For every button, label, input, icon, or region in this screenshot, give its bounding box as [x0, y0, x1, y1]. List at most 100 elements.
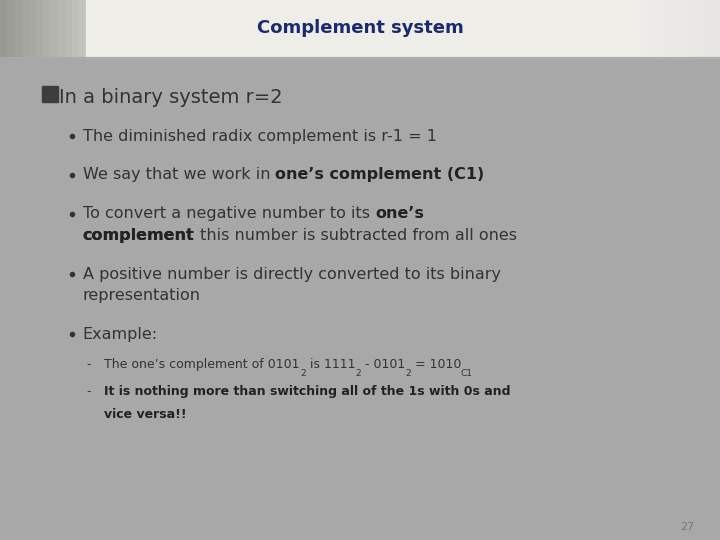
- Text: C1: C1: [461, 369, 473, 379]
- Text: It is nothing more than switching all of the 1s with 0s and: It is nothing more than switching all of…: [104, 384, 511, 397]
- Bar: [641, 0, 648, 57]
- Bar: [706, 0, 713, 57]
- Text: 2: 2: [355, 369, 361, 379]
- Bar: [158, 0, 166, 57]
- Text: - 0101: - 0101: [361, 357, 405, 370]
- Bar: [302, 0, 310, 57]
- Bar: [562, 0, 569, 57]
- Bar: [295, 0, 302, 57]
- Text: one’s: one’s: [375, 206, 424, 221]
- Bar: [29, 0, 36, 57]
- Bar: [439, 0, 446, 57]
- Bar: [288, 0, 295, 57]
- Bar: [86, 0, 94, 57]
- Bar: [684, 0, 691, 57]
- Bar: [223, 0, 230, 57]
- Bar: [22, 0, 29, 57]
- Bar: [634, 0, 641, 57]
- Bar: [360, 0, 367, 57]
- Bar: [266, 0, 274, 57]
- Bar: [151, 0, 158, 57]
- Text: representation: representation: [83, 288, 201, 303]
- Bar: [209, 0, 216, 57]
- Bar: [72, 0, 79, 57]
- Bar: [50, 0, 58, 57]
- Bar: [612, 0, 619, 57]
- Text: 2: 2: [300, 369, 305, 379]
- Bar: [655, 0, 662, 57]
- Bar: [540, 0, 547, 57]
- Bar: [526, 0, 533, 57]
- Bar: [432, 0, 439, 57]
- Bar: [367, 0, 374, 57]
- Bar: [310, 0, 317, 57]
- Text: To convert a negative number to its: To convert a negative number to its: [83, 206, 375, 221]
- Text: In a binary system r=2: In a binary system r=2: [59, 87, 283, 107]
- Bar: [490, 0, 497, 57]
- Bar: [374, 0, 382, 57]
- Bar: [518, 0, 526, 57]
- Text: is 1111: is 1111: [305, 357, 355, 370]
- Bar: [410, 0, 418, 57]
- Text: Example:: Example:: [83, 327, 158, 342]
- Bar: [626, 0, 634, 57]
- Bar: [259, 0, 266, 57]
- Bar: [173, 0, 180, 57]
- Bar: [58, 0, 65, 57]
- Text: 2: 2: [405, 369, 410, 379]
- Text: one’s complement (C1): one’s complement (C1): [276, 167, 485, 183]
- Bar: [137, 0, 144, 57]
- Bar: [353, 0, 360, 57]
- Bar: [554, 0, 562, 57]
- Bar: [281, 0, 288, 57]
- Bar: [36, 0, 43, 57]
- Bar: [166, 0, 173, 57]
- Bar: [7, 0, 14, 57]
- Bar: [245, 0, 252, 57]
- Bar: [180, 0, 187, 57]
- Bar: [670, 0, 677, 57]
- Text: complement: complement: [83, 228, 194, 242]
- Bar: [274, 0, 281, 57]
- Bar: [79, 0, 86, 57]
- Bar: [382, 0, 389, 57]
- Bar: [331, 0, 338, 57]
- Text: -: -: [86, 357, 91, 370]
- Bar: [569, 0, 576, 57]
- Bar: [475, 0, 482, 57]
- Bar: [468, 0, 475, 57]
- Text: The diminished radix complement is r-1 = 1: The diminished radix complement is r-1 =…: [83, 129, 437, 144]
- Bar: [122, 0, 130, 57]
- Bar: [14, 0, 22, 57]
- Bar: [511, 0, 518, 57]
- Bar: [317, 0, 324, 57]
- Bar: [461, 0, 468, 57]
- Bar: [43, 0, 50, 57]
- Bar: [482, 0, 490, 57]
- Bar: [252, 0, 259, 57]
- Bar: [144, 0, 151, 57]
- Text: this number is subtracted from all ones: this number is subtracted from all ones: [194, 228, 516, 242]
- Text: vice versa!!: vice versa!!: [104, 408, 187, 421]
- Bar: [497, 0, 504, 57]
- Bar: [598, 0, 605, 57]
- Bar: [389, 0, 396, 57]
- Bar: [65, 0, 72, 57]
- Bar: [396, 0, 403, 57]
- Bar: [648, 0, 655, 57]
- Bar: [691, 0, 698, 57]
- Bar: [504, 0, 511, 57]
- Bar: [425, 0, 432, 57]
- Bar: [42, 86, 58, 102]
- Bar: [533, 0, 540, 57]
- Bar: [547, 0, 554, 57]
- Bar: [698, 0, 706, 57]
- Text: = 1010: = 1010: [410, 357, 461, 370]
- Bar: [324, 0, 331, 57]
- Bar: [238, 0, 245, 57]
- Bar: [713, 0, 720, 57]
- Bar: [194, 0, 202, 57]
- Bar: [202, 0, 209, 57]
- Bar: [187, 0, 194, 57]
- Bar: [346, 0, 353, 57]
